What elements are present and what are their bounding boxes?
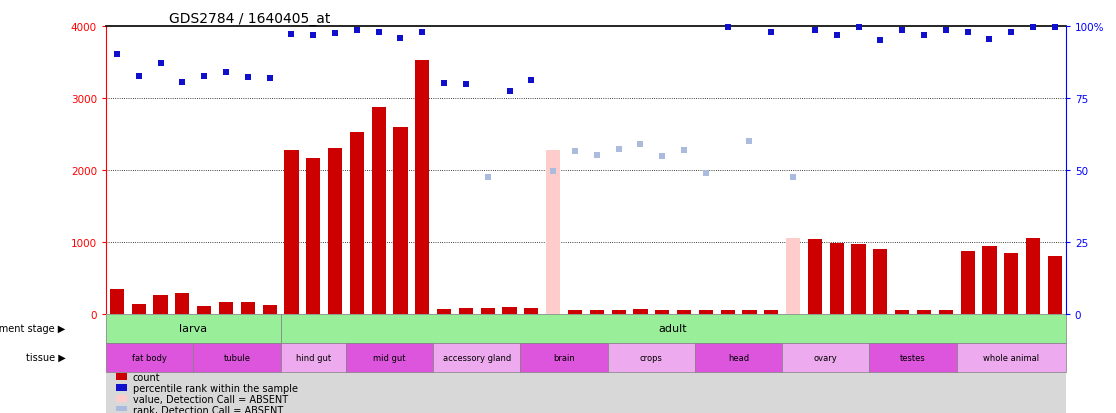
Text: tubule: tubule (223, 353, 250, 362)
Bar (175, 293, 190, 314)
Text: whole animal: whole animal (983, 353, 1039, 362)
Bar (1004, 254, 1018, 314)
Bar (106, 314, 280, 343)
Bar (459, 309, 473, 314)
Bar (109, 289, 124, 314)
Bar (481, 309, 494, 314)
Bar (917, 310, 931, 314)
Bar (116, 384, 127, 391)
Bar (782, 343, 869, 372)
Bar (132, 304, 146, 314)
Text: crops: crops (639, 353, 663, 362)
Bar (394, 128, 407, 314)
Text: fat body: fat body (132, 353, 167, 362)
Bar (346, 343, 433, 372)
Bar (520, 343, 608, 372)
Bar (106, 314, 1066, 413)
Text: development stage ▶: development stage ▶ (0, 323, 66, 334)
Bar (415, 61, 430, 314)
Text: percentile rank within the sample: percentile rank within the sample (133, 383, 298, 393)
Text: larva: larva (180, 323, 208, 334)
Bar (372, 107, 386, 314)
Bar (721, 310, 734, 314)
Bar (328, 149, 343, 314)
Bar (502, 308, 517, 314)
Bar (116, 395, 127, 402)
Bar (106, 343, 193, 372)
Text: brain: brain (554, 353, 575, 362)
Text: mid gut: mid gut (374, 353, 406, 362)
Bar (437, 309, 451, 314)
Bar (349, 133, 364, 314)
Title: GDS2784 / 1640405_at: GDS2784 / 1640405_at (170, 12, 330, 26)
Bar (608, 343, 695, 372)
Text: hind gut: hind gut (296, 353, 330, 362)
Bar (433, 343, 520, 372)
Bar (829, 244, 844, 314)
Bar (241, 302, 254, 314)
Bar (525, 309, 538, 314)
Bar (219, 303, 233, 314)
Text: head: head (728, 353, 749, 362)
Bar (852, 244, 866, 314)
Bar (1026, 239, 1040, 314)
Bar (939, 310, 953, 314)
Bar (285, 150, 298, 314)
Bar (568, 310, 583, 314)
Bar (695, 343, 782, 372)
Text: ovary: ovary (814, 353, 838, 362)
Bar (116, 373, 127, 380)
Bar (764, 310, 778, 314)
Bar (869, 343, 956, 372)
Bar (634, 309, 647, 314)
Text: tissue ▶: tissue ▶ (26, 352, 66, 362)
Bar (895, 310, 910, 314)
Bar (280, 314, 1066, 343)
Bar (786, 239, 800, 314)
Bar (612, 310, 626, 314)
Bar (982, 247, 997, 314)
Text: adult: adult (658, 323, 687, 334)
Bar (116, 406, 127, 413)
Bar (306, 159, 320, 314)
Bar (546, 150, 560, 314)
Bar (699, 310, 713, 314)
Bar (589, 310, 604, 314)
Bar (742, 310, 757, 314)
Bar (1048, 256, 1062, 314)
Text: testes: testes (901, 353, 926, 362)
Text: accessory gland: accessory gland (443, 353, 511, 362)
Bar (280, 343, 346, 372)
Bar (193, 343, 280, 372)
Text: value, Detection Call = ABSENT: value, Detection Call = ABSENT (133, 394, 288, 404)
Bar (655, 310, 670, 314)
Bar (874, 249, 887, 314)
Text: count: count (133, 372, 161, 382)
Bar (808, 240, 822, 314)
Bar (677, 310, 691, 314)
Bar (961, 252, 974, 314)
Bar (198, 306, 211, 314)
Bar (262, 306, 277, 314)
Bar (154, 295, 167, 314)
Bar (956, 343, 1066, 372)
Text: rank, Detection Call = ABSENT: rank, Detection Call = ABSENT (133, 405, 283, 413)
